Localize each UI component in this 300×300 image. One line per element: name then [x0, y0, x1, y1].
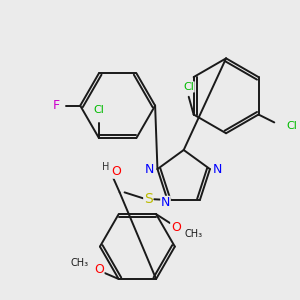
- Text: S: S: [144, 192, 153, 206]
- Text: O: O: [111, 165, 121, 178]
- Text: O: O: [171, 221, 181, 234]
- Text: N: N: [213, 163, 223, 176]
- Text: H: H: [102, 162, 110, 172]
- Text: Cl: Cl: [94, 106, 104, 116]
- Text: CH₃: CH₃: [70, 258, 88, 268]
- Text: O: O: [94, 263, 104, 276]
- Text: Cl: Cl: [286, 121, 297, 131]
- Text: N: N: [145, 163, 154, 176]
- Text: N: N: [161, 196, 170, 209]
- Text: CH₃: CH₃: [184, 229, 202, 239]
- Text: F: F: [53, 99, 60, 112]
- Text: Cl: Cl: [183, 82, 194, 92]
